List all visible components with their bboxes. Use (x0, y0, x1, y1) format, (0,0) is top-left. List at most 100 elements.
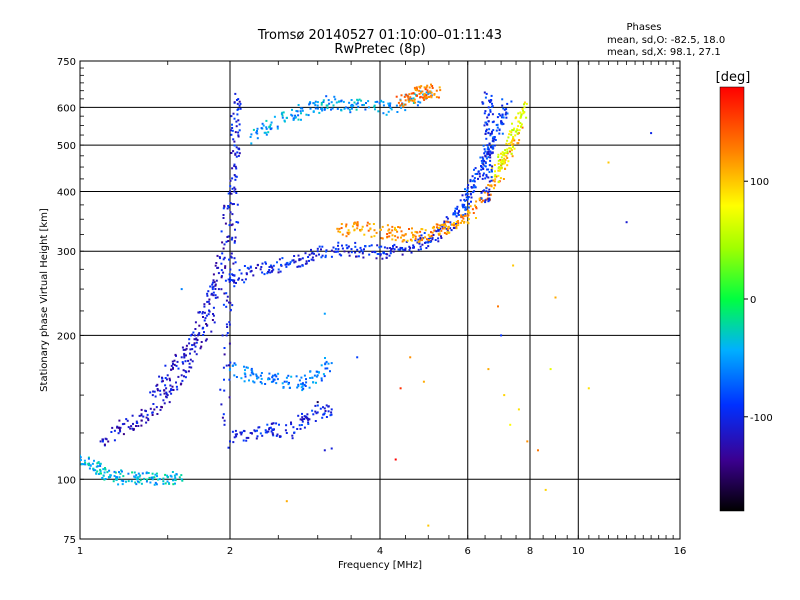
echo-point (461, 215, 464, 218)
trace-point (373, 229, 376, 232)
echo-point (243, 372, 246, 375)
echo-point (452, 212, 455, 215)
echo-point (334, 247, 337, 250)
echo-point (441, 225, 444, 228)
trace-point (80, 454, 81, 457)
echo-point (222, 217, 225, 219)
echo-point (437, 240, 440, 243)
echo-point (264, 383, 267, 385)
echo-point (222, 247, 225, 250)
echo-point (225, 305, 228, 308)
echo-point (340, 227, 343, 229)
echo-point (267, 131, 270, 134)
echo-point (299, 418, 302, 421)
echo-point (220, 276, 223, 279)
echo-point (492, 120, 495, 123)
echo-point (240, 272, 243, 275)
echo-point (300, 112, 302, 115)
trace-point (418, 242, 421, 245)
trace-point (229, 190, 231, 193)
echo-point (236, 113, 239, 116)
echo-point (374, 101, 377, 103)
echo-point (175, 381, 177, 384)
echo-point (382, 104, 385, 107)
trace-point (225, 334, 228, 337)
echo-point (375, 231, 378, 234)
scatter-point (587, 387, 590, 390)
echo-point (506, 164, 509, 167)
echo-point (327, 362, 330, 365)
echo-point (146, 413, 149, 416)
echo-point (489, 132, 492, 135)
echo-point (508, 143, 510, 146)
echo-point (424, 229, 427, 232)
echo-point (291, 108, 293, 111)
echo-point (303, 383, 306, 386)
echo-point (442, 224, 445, 227)
echo-point (300, 376, 303, 379)
echo-point (473, 177, 476, 180)
echo-point (346, 231, 349, 234)
echo-point (289, 262, 291, 265)
echo-point (103, 471, 106, 474)
echo-point (229, 202, 232, 204)
echo-point (308, 259, 310, 262)
y-tick-label: 400 (57, 187, 76, 198)
trace-point (506, 102, 509, 105)
echo-point (474, 186, 477, 189)
scatter-point (526, 440, 529, 443)
echo-point (137, 425, 140, 427)
echo-point (300, 424, 303, 426)
echo-point (392, 245, 394, 247)
echo-point (376, 100, 379, 103)
echo-point (503, 162, 506, 165)
echo-point (221, 252, 224, 255)
scatter-point (356, 356, 359, 359)
echo-point (227, 364, 230, 367)
echo-point (151, 472, 154, 475)
echo-point (229, 268, 232, 271)
echo-point (80, 456, 82, 459)
echo-point (261, 262, 264, 265)
echo-point (291, 114, 294, 117)
echo-point (469, 180, 472, 183)
echo-point (383, 246, 386, 249)
echo-point (483, 91, 486, 94)
echo-point (489, 150, 492, 153)
echo-point (203, 305, 206, 308)
echo-point (217, 266, 220, 269)
echo-point (462, 214, 465, 217)
echo-point (183, 356, 186, 359)
scatter-point (549, 368, 552, 371)
echo-point (367, 100, 370, 103)
echo-point (103, 443, 106, 446)
echo-point (401, 253, 404, 256)
echo-point (137, 477, 139, 480)
echo-point (141, 472, 144, 475)
echo-point (408, 100, 410, 103)
echo-point (84, 461, 87, 464)
echo-point (487, 184, 490, 186)
echo-point (205, 338, 208, 341)
echo-point (440, 237, 443, 239)
echo-point (318, 253, 320, 256)
echo-point (165, 378, 168, 381)
echo-point (348, 101, 351, 104)
colorbar-label: [deg] (716, 70, 751, 85)
echo-point (133, 475, 136, 478)
echo-point (495, 129, 498, 132)
echo-point (135, 474, 138, 477)
echo-point (131, 471, 134, 474)
trace-point (135, 478, 138, 481)
stats-header: Phases (626, 22, 661, 33)
trace-point (431, 231, 434, 234)
echo-point (477, 177, 479, 180)
echo-point (487, 131, 490, 134)
echo-point (314, 420, 317, 422)
echo-point (419, 96, 422, 99)
echo-point (110, 431, 113, 433)
echo-point (501, 151, 504, 154)
echo-point (234, 429, 237, 432)
echo-point (484, 165, 487, 168)
trace-point (466, 215, 469, 218)
